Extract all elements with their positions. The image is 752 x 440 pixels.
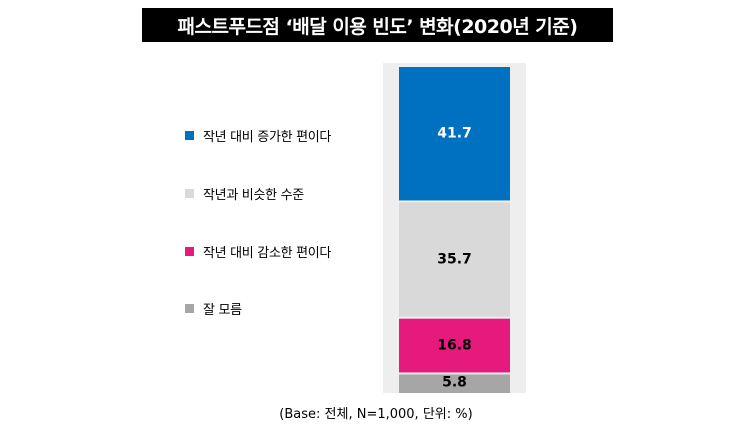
legend-label-increase: 작년 대비 증가한 편이다: [203, 130, 332, 145]
legend-swatch-same: [185, 189, 194, 198]
data-label-1: 41.7: [437, 126, 472, 142]
bar-segment-4: [399, 374, 510, 393]
bar-segment-1: [399, 67, 510, 201]
legend-item-increase: 작년 대비 증가한 편이다: [185, 126, 331, 145]
footnote: (Base: 전체, N=1,000, 단위: %): [279, 407, 473, 422]
legend-swatch-increase: [185, 131, 194, 140]
bar-segment-3: [399, 318, 510, 373]
data-label-3: 16.8: [437, 338, 472, 354]
data-label-2: 35.7: [437, 252, 472, 268]
legend-label-same: 작년과 비슷한 수준: [203, 188, 304, 203]
legend-label-unknown: 잘 모름: [203, 303, 242, 318]
legend-item-decrease: 작년 대비 감소한 편이다: [185, 242, 331, 261]
data-label-4: 5.8: [442, 375, 467, 391]
legend-item-same: 작년과 비슷한 수준: [185, 184, 304, 203]
chart-title: 패스트푸드점 ‘배달 이용 빈도’ 변화(2020년 기준): [177, 15, 578, 38]
bar-segment-2: [399, 202, 510, 317]
legend-label-decrease: 작년 대비 감소한 편이다: [203, 246, 332, 261]
legend-item-unknown: 잘 모름: [185, 299, 242, 318]
legend-swatch-unknown: [185, 304, 194, 313]
title-bar: 패스트푸드점 ‘배달 이용 빈도’ 변화(2020년 기준): [142, 8, 613, 42]
legend-swatch-decrease: [185, 247, 194, 256]
